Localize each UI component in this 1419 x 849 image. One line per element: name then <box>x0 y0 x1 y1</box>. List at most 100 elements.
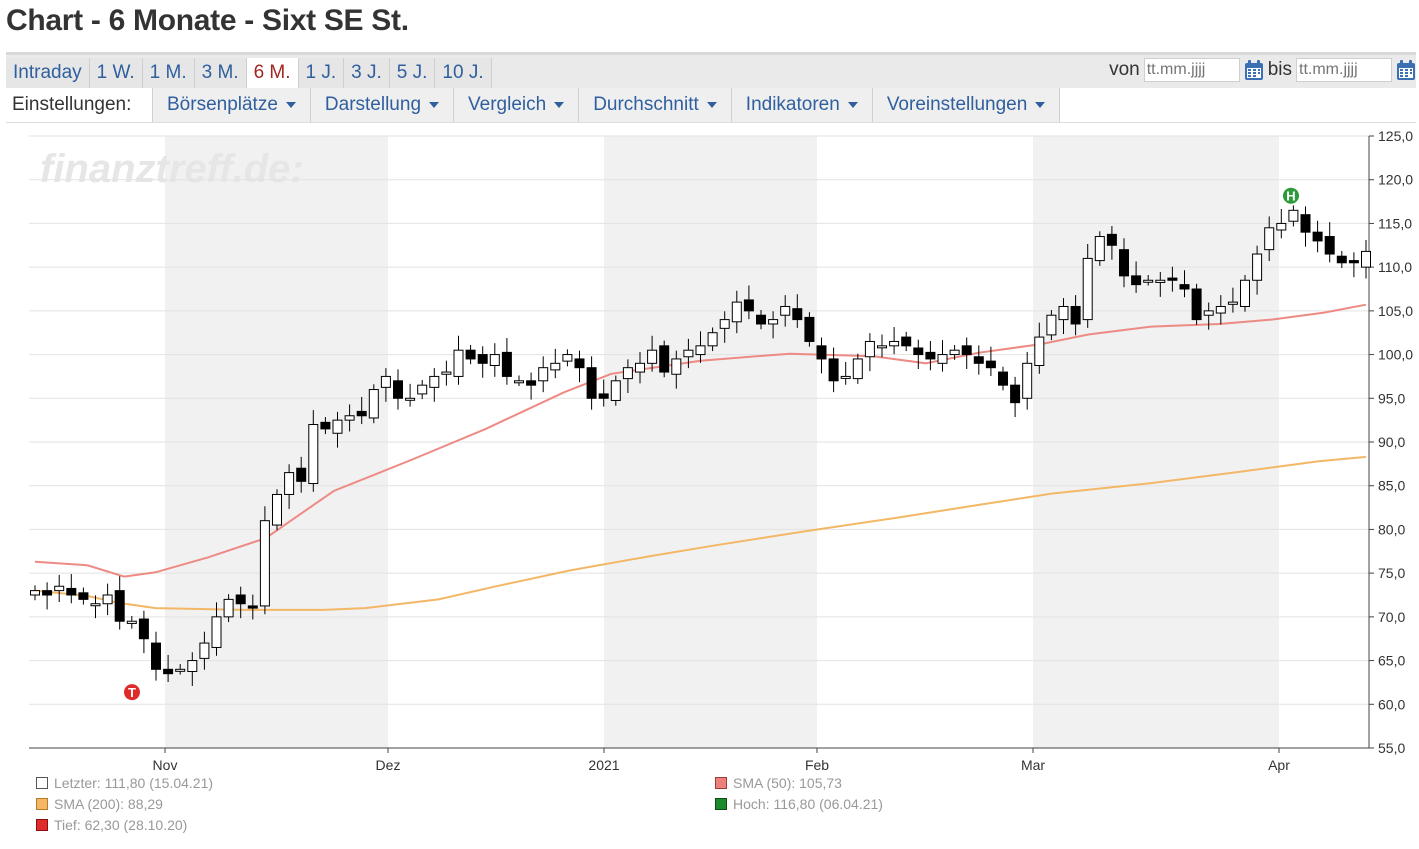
x-tick-label: 2021 <box>588 757 619 773</box>
settings-menu-label: Börsenplätze <box>167 94 278 115</box>
candle-body <box>1094 236 1105 262</box>
settings-menu-button[interactable]: Börsenplätze <box>152 88 310 122</box>
candle-body <box>586 367 597 399</box>
candle-body <box>1058 305 1069 321</box>
candle-body <box>647 349 658 364</box>
period-tab[interactable]: 3 M. <box>194 58 247 88</box>
settings-label: Einstellungen: <box>12 94 132 115</box>
candle-body <box>514 380 524 384</box>
y-tick-label: 115,0 <box>1378 215 1412 231</box>
legend-sma200: SMA (200): 88,29 <box>36 796 163 812</box>
period-tab[interactable]: 1 W. <box>89 58 143 88</box>
from-date-input[interactable] <box>1143 58 1240 82</box>
candle-body <box>1167 277 1178 281</box>
period-tab[interactable]: 3 J. <box>344 58 390 88</box>
y-tick-label: 80,0 <box>1378 521 1405 537</box>
settings-menu-label: Vergleich <box>468 94 547 115</box>
candle-body <box>526 380 537 386</box>
candle-body <box>441 371 452 375</box>
low-marker-label: T <box>128 685 136 700</box>
settings-menu-button[interactable]: Vergleich <box>453 88 579 122</box>
period-tab[interactable]: Intraday <box>6 58 90 88</box>
candle-body <box>961 345 972 356</box>
candle-body <box>1010 384 1021 404</box>
period-tab[interactable]: 1 M. <box>142 58 195 88</box>
price-chart: finanztreff.de: 125,0 120,0 115,0 110,0 105,0… <box>29 128 1413 773</box>
period-toolbar: Intraday 1 W. 1 M. 3 M. 6 M. 1 J. 3 J. 5 J. 10 J… <box>6 52 1416 88</box>
sma200-line <box>34 455 1367 611</box>
candle-body <box>235 594 246 605</box>
candle-body <box>1119 249 1129 277</box>
candle-body <box>42 590 53 596</box>
candle-body <box>731 301 742 323</box>
candle-body <box>393 380 403 399</box>
y-tick-label: 65,0 <box>1378 653 1405 669</box>
legend-swatch-sma200 <box>36 798 48 810</box>
period-tab[interactable]: 6 M. <box>246 58 299 88</box>
candle-body <box>659 345 670 373</box>
candle-body <box>840 375 851 379</box>
watermark: finanztreff.de: <box>40 147 304 191</box>
candle-body <box>175 668 186 672</box>
candle-body <box>223 598 234 618</box>
candle-body <box>66 587 77 596</box>
candle-body <box>901 336 912 347</box>
settings-menu-button[interactable]: Durchschnitt <box>578 88 731 122</box>
candle-body <box>768 319 779 325</box>
candle-body <box>368 389 379 419</box>
settings-menu-button[interactable]: Indikatoren <box>730 88 872 122</box>
candle-body <box>1348 260 1359 264</box>
candle-body <box>719 319 730 329</box>
candle-body <box>1155 279 1166 283</box>
candle-body <box>1361 250 1371 268</box>
period-tab[interactable]: 5 J. <box>389 58 436 88</box>
candle-body <box>1022 362 1033 399</box>
candle-body <box>598 393 609 399</box>
candle-body <box>985 360 996 369</box>
calendar-icon[interactable] <box>1396 59 1416 81</box>
candle-body <box>259 520 270 607</box>
calendar-icon[interactable] <box>1244 59 1264 81</box>
candle-body <box>562 354 573 362</box>
legend-swatch-low <box>36 819 48 831</box>
y-tick-label: 90,0 <box>1378 434 1405 450</box>
legend-swatch-last <box>36 777 48 789</box>
y-tick-label: 60,0 <box>1378 696 1405 712</box>
candle-body <box>1288 209 1299 222</box>
candle-body <box>102 594 113 605</box>
candle-body <box>828 358 839 382</box>
period-tab[interactable]: 10 J. <box>435 58 492 88</box>
candle-body <box>1276 222 1287 231</box>
candle-body <box>816 345 827 360</box>
candle-body <box>1215 305 1226 314</box>
settings-menu-label: Darstellung <box>324 94 422 115</box>
candle-body <box>1300 214 1311 233</box>
candle-body <box>78 592 89 600</box>
legend-sma50: SMA (50): 105,73 <box>715 775 842 791</box>
candle-body <box>308 424 319 485</box>
candle-body <box>1324 236 1335 255</box>
settings-menu-button[interactable]: Darstellung <box>309 88 454 122</box>
candle-body <box>574 358 585 369</box>
candle-body <box>1252 253 1263 281</box>
candle-body <box>380 375 391 388</box>
y-tick-label: 55,0 <box>1378 740 1405 756</box>
high-marker-circle <box>1281 185 1301 206</box>
period-tab[interactable]: 1 J. <box>298 58 345 88</box>
candle-body <box>151 642 161 670</box>
candle-body <box>1179 284 1190 290</box>
candle-body <box>949 349 960 356</box>
candle-body <box>998 371 1008 386</box>
legend-high: Hoch: 116,80 (06.04.21) <box>715 796 883 812</box>
candle-body <box>792 308 803 321</box>
legend-swatch-high <box>715 798 727 810</box>
settings-toolbar: Einstellungen: Börsenplätze Darstellung Ve… <box>6 88 1416 123</box>
to-date-input[interactable] <box>1296 58 1392 82</box>
candle-body <box>683 349 694 358</box>
candle-body <box>1082 257 1093 321</box>
x-tick-label: Dez <box>376 757 401 773</box>
period-tabs: Intraday 1 W. 1 M. 3 M. 6 M. 1 J. 3 J. 5 J. 10 J… <box>6 58 492 88</box>
settings-menus: Börsenplätze Darstellung Vergleich Durchsch… <box>152 88 1061 122</box>
settings-menu-button[interactable]: Voreinstellungen <box>871 88 1061 122</box>
candle-body <box>1227 301 1238 305</box>
